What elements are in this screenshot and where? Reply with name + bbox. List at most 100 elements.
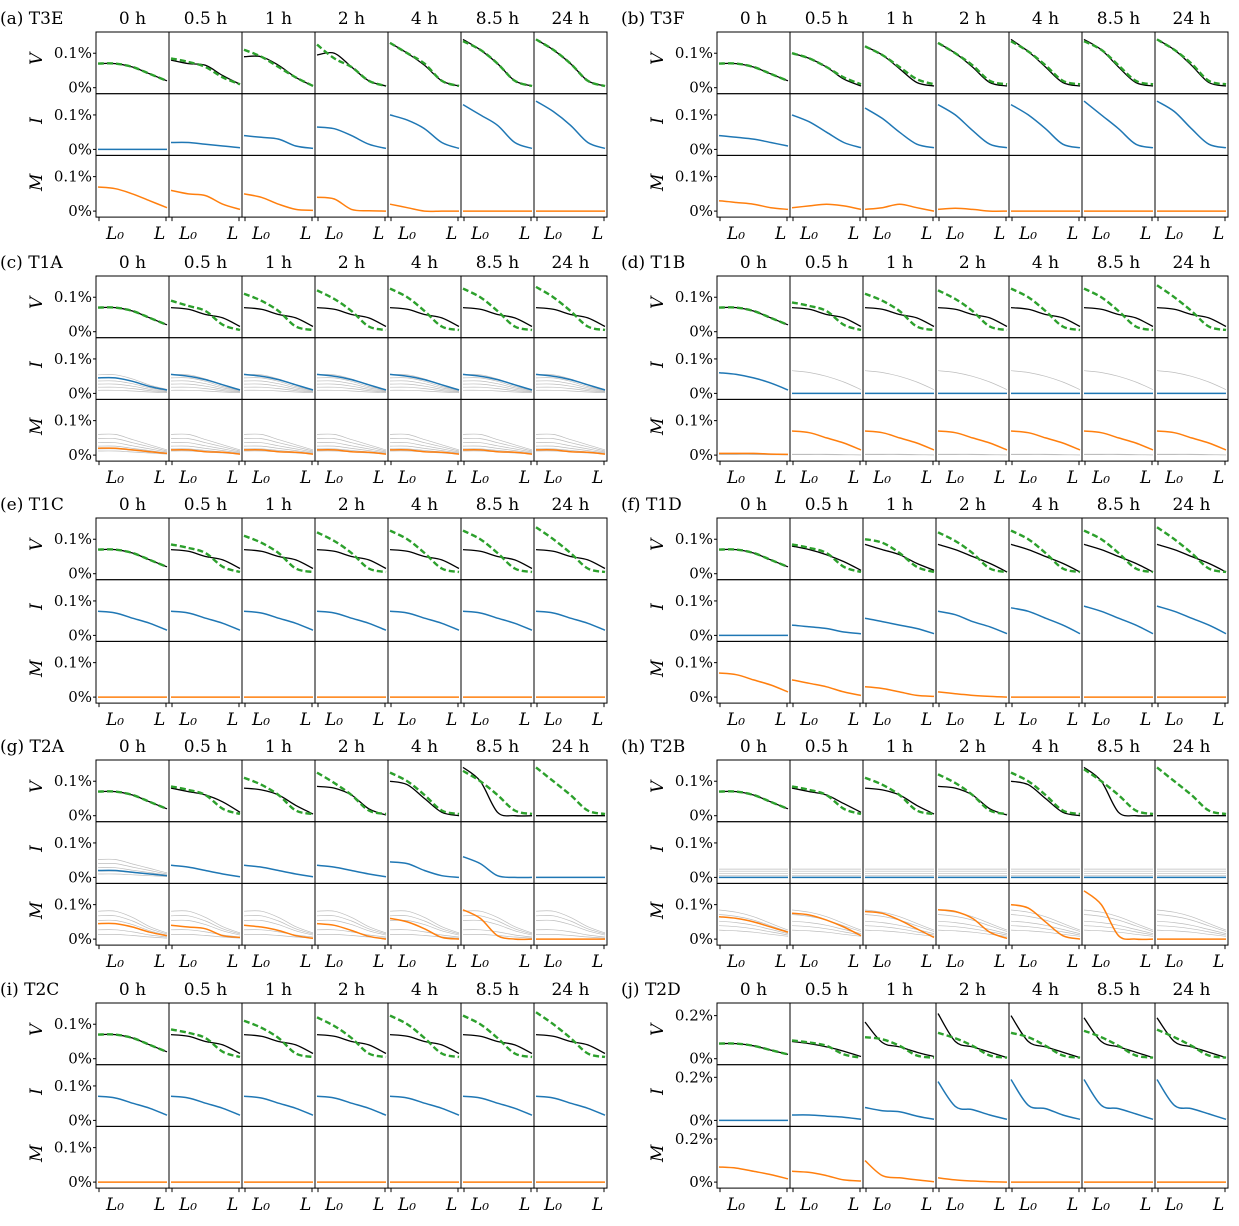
i-line <box>1156 1079 1227 1121</box>
v-model-line <box>170 548 241 570</box>
v-model-line <box>97 62 168 82</box>
cell-frame <box>314 1064 389 1127</box>
faint-curve <box>389 389 460 394</box>
row-label-m: M <box>27 173 47 192</box>
i-line <box>1083 100 1154 149</box>
v-model-line <box>791 545 862 571</box>
i-line <box>462 856 533 879</box>
x-tick-label-l0: L₀ <box>799 952 818 972</box>
faint-curve <box>865 453 935 456</box>
faint-curve <box>791 929 862 937</box>
faint-curve <box>1156 914 1227 932</box>
i-line <box>535 610 606 631</box>
i-line <box>462 373 533 391</box>
v-model-line <box>937 785 1008 816</box>
i-line <box>316 864 387 878</box>
cell-frame <box>1008 882 1083 946</box>
v-model-line <box>1010 543 1081 573</box>
faint-curve <box>1083 370 1154 390</box>
x-tick-label-l: L <box>774 952 786 972</box>
x-tick-label-l: L <box>847 952 859 972</box>
faint-curve <box>243 377 314 391</box>
time-header: 0 h <box>119 980 146 1000</box>
x-tick-label-l0: L₀ <box>872 952 891 972</box>
faint-curve <box>535 919 606 936</box>
faint-curve <box>97 433 168 451</box>
faint-curve <box>462 377 533 391</box>
v-data-line <box>170 57 241 86</box>
x-tick-label-l: L <box>847 1195 859 1215</box>
faint-curve <box>243 929 314 938</box>
y-tick-label: 0.1% <box>54 654 92 672</box>
time-header: 2 h <box>959 737 986 757</box>
y-tick-label: 0% <box>689 1050 713 1068</box>
m-line <box>937 430 1008 451</box>
v-model-line <box>864 306 935 328</box>
y-tick-label: 0% <box>68 565 92 583</box>
y-tick-label: 0.1% <box>675 772 713 790</box>
x-tick-label-l0: L₀ <box>726 224 745 244</box>
y-tick-label: 0% <box>689 1111 713 1129</box>
time-header: 8.5 h <box>476 980 519 1000</box>
m-line <box>791 679 862 697</box>
x-tick-label-l: L <box>518 224 530 244</box>
faint-curve <box>535 915 606 935</box>
faint-curve <box>316 380 387 391</box>
i-line <box>316 610 387 631</box>
v-data-line <box>243 292 314 332</box>
m-line <box>462 449 533 455</box>
faint-curve <box>389 437 460 452</box>
cell-frame <box>789 821 864 884</box>
y-tick-label: 0% <box>68 626 92 644</box>
v-data-line <box>718 62 789 82</box>
faint-curve <box>316 442 387 453</box>
i-line <box>462 103 533 150</box>
cell-frame <box>168 1125 243 1189</box>
x-tick-label-l0: L₀ <box>470 224 489 244</box>
faint-curve <box>1010 909 1081 931</box>
faint-curve <box>170 915 241 935</box>
cell-frame <box>533 398 608 462</box>
faint-curve <box>243 445 314 454</box>
v-data-line <box>1156 38 1227 86</box>
cell-frame <box>1154 579 1229 642</box>
x-tick-label-l: L <box>847 468 859 488</box>
time-header: 0.5 h <box>805 253 848 273</box>
faint-curve <box>389 445 460 454</box>
x-tick-label-l0: L₀ <box>397 224 416 244</box>
panel-label: (c) T1A <box>0 253 63 273</box>
v-data-line <box>1083 529 1154 574</box>
x-tick-label-l: L <box>847 224 859 244</box>
x-tick-label-l: L <box>993 224 1005 244</box>
v-data-line <box>1010 529 1081 574</box>
x-tick-label-l0: L₀ <box>470 710 489 730</box>
time-header: 8.5 h <box>476 9 519 29</box>
panel-t1c: (e) T1C 0 h 0.5 h 1 h 2 h 4 h 8.5 h 24 h V 0% 0.1%… <box>0 495 608 730</box>
v-data-line <box>389 771 460 816</box>
x-tick-label-l0: L₀ <box>543 952 562 972</box>
v-model-line <box>389 306 460 328</box>
cell-frame <box>460 640 535 704</box>
m-line <box>389 203 459 213</box>
row-label-v: V <box>648 1022 668 1036</box>
i-line <box>243 373 314 391</box>
cell-frame <box>533 154 608 218</box>
y-tick-label: 0% <box>68 140 92 158</box>
cell-frame <box>241 640 316 704</box>
time-header: 8.5 h <box>1097 495 1140 515</box>
cell-frame <box>95 154 170 218</box>
faint-curve <box>1083 920 1154 934</box>
v-model-line <box>97 1033 168 1053</box>
i-line <box>1156 100 1227 149</box>
faint-curve <box>864 925 935 936</box>
time-header: 8.5 h <box>476 737 519 757</box>
m-line <box>316 196 387 212</box>
faint-curve <box>170 445 241 454</box>
faint-curve <box>462 445 533 454</box>
x-tick-label-l0: L₀ <box>178 224 197 244</box>
y-tick-label: 0% <box>68 1111 92 1129</box>
panel-t1d: (f) T1D 0 h 0.5 h 1 h 2 h 4 h 8.5 h 24 h V 0% 0.1%… <box>621 495 1229 730</box>
faint-curve <box>316 433 387 451</box>
time-header: 1 h <box>265 253 292 273</box>
